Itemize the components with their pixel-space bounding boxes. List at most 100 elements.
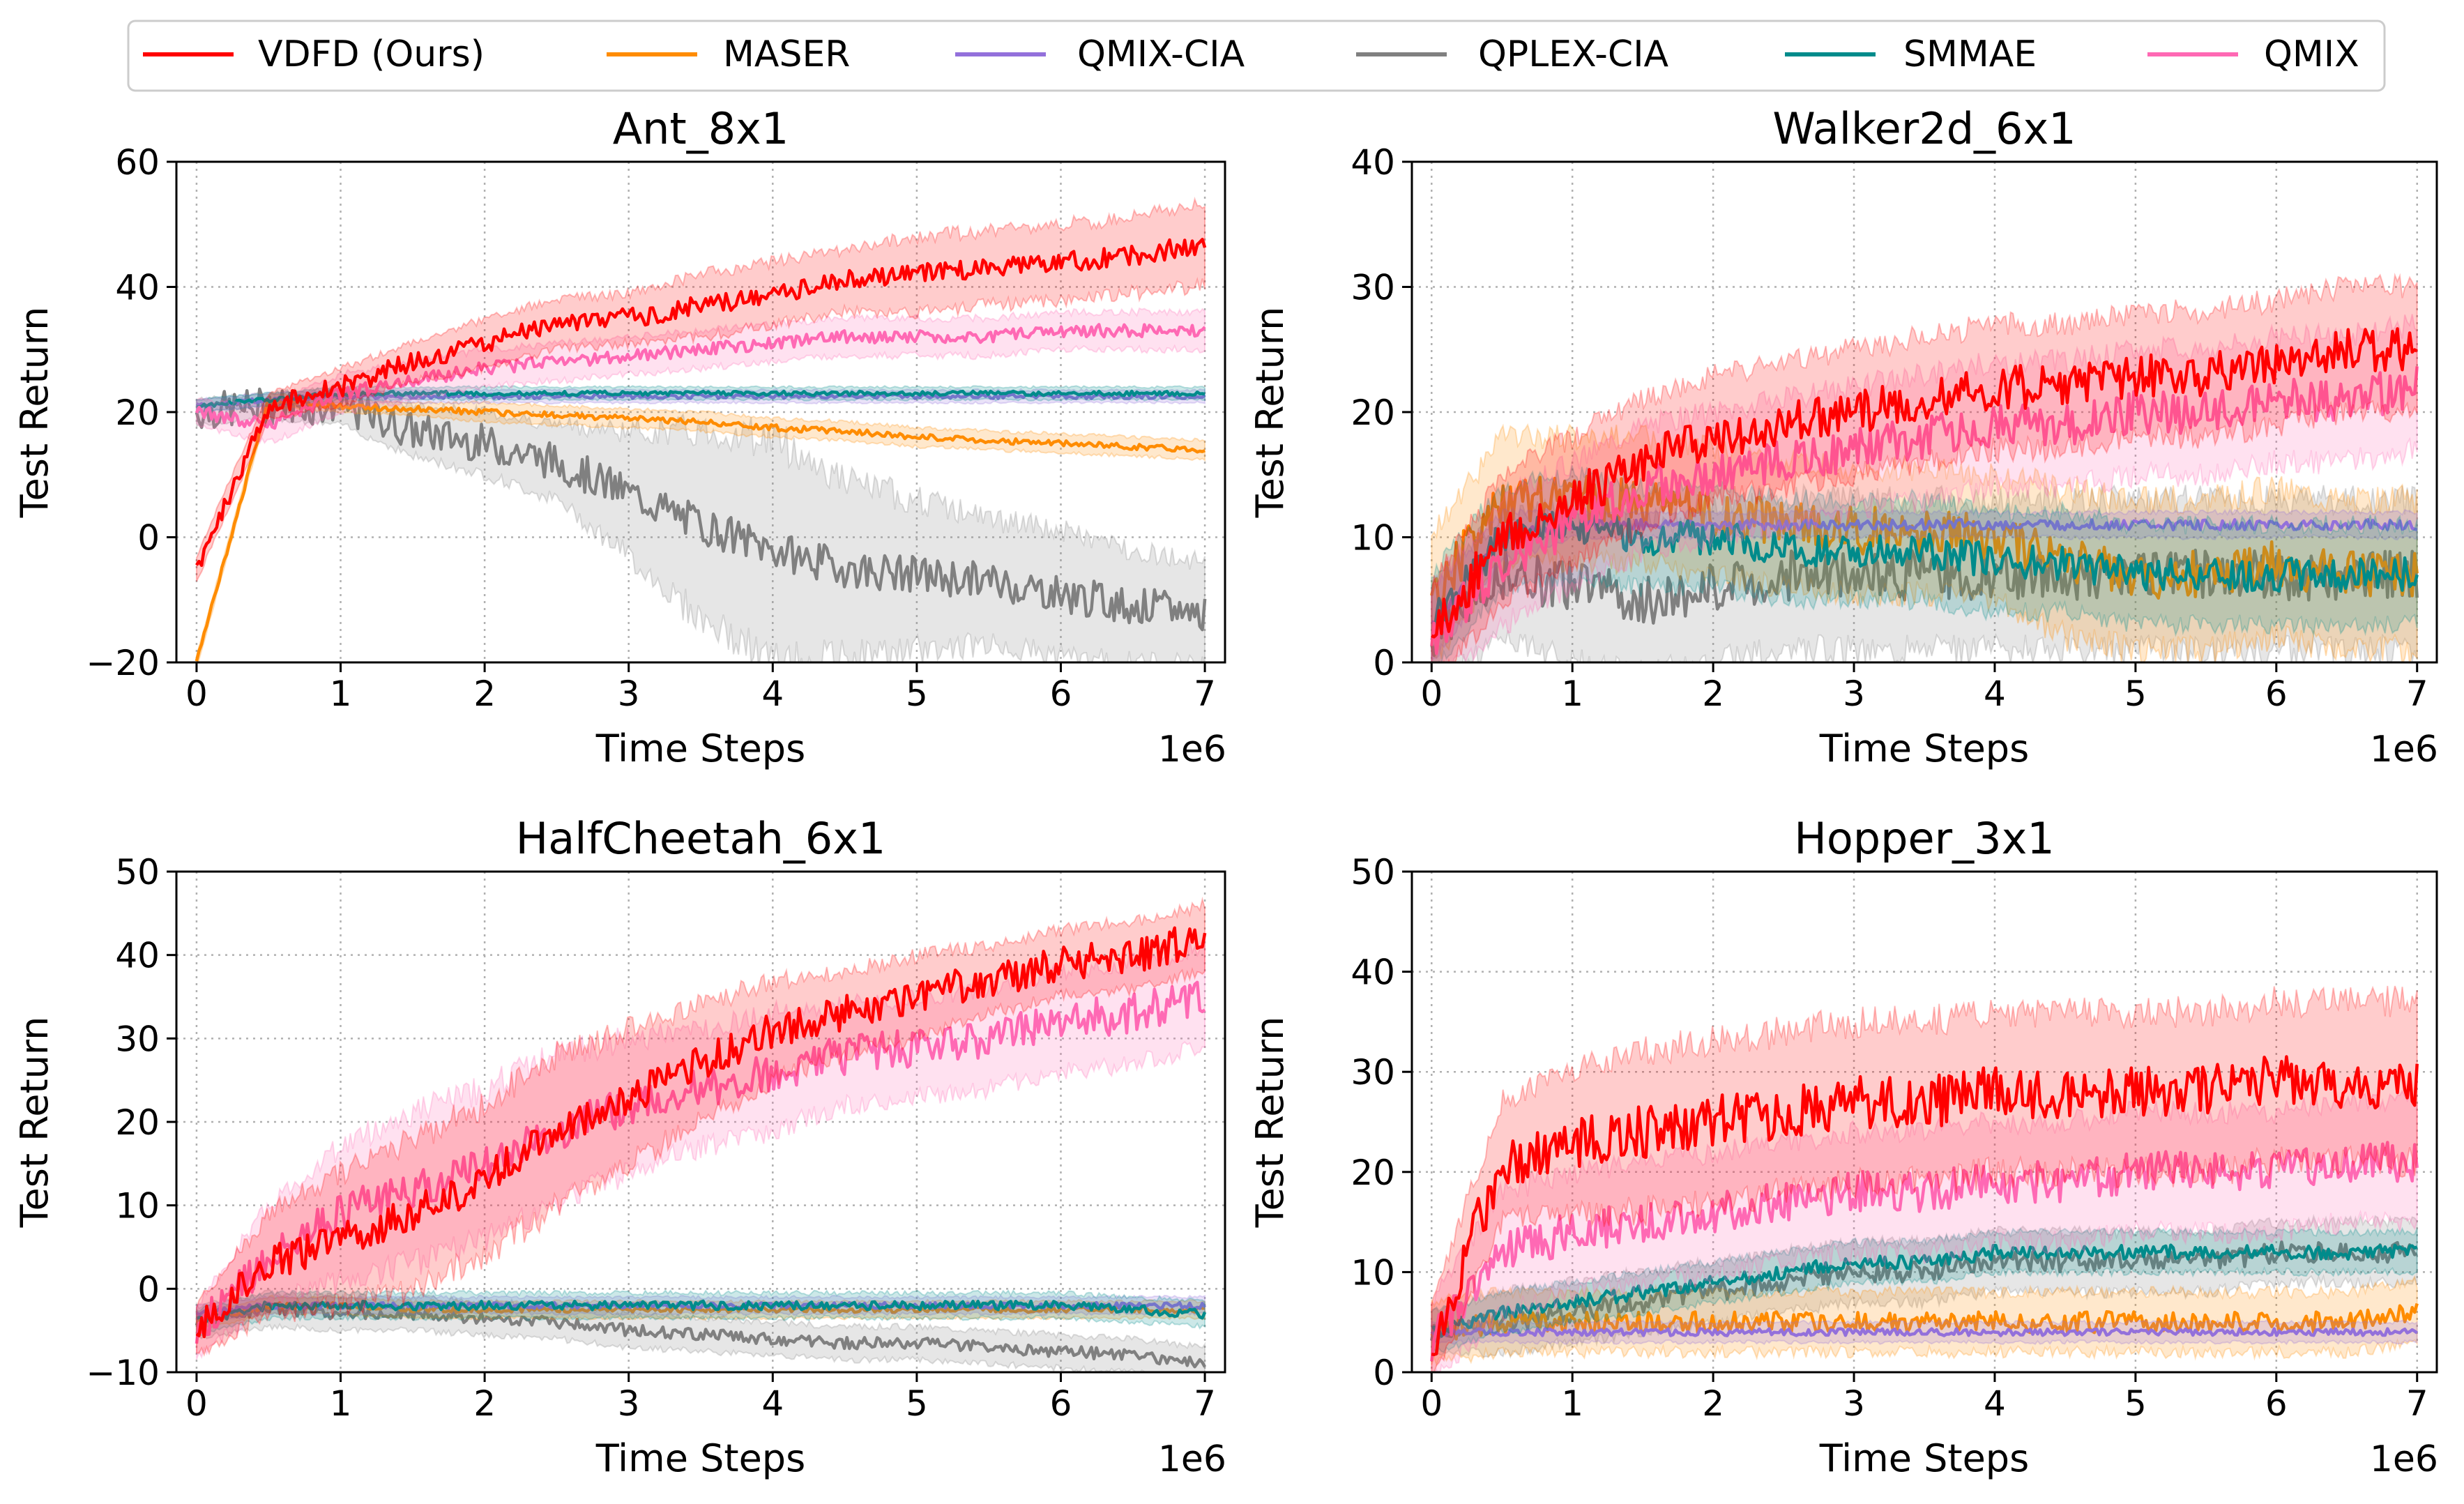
legend-entry-vdfd: VDFD (Ours) [143, 33, 485, 75]
series-qmix-cia [1431, 506, 2418, 662]
line-qmix-cia [1430, 1327, 2419, 1337]
x-axis-multiplier: 1e6 [2370, 729, 2438, 770]
band-qmix-cia [1431, 1319, 2418, 1346]
x-tick-label: 4 [761, 674, 784, 714]
y-tick-label: 30 [1351, 268, 1395, 308]
x-tick-label: 7 [2406, 1383, 2428, 1424]
x-tick-label: 4 [1984, 674, 2006, 714]
x-tick-label: 5 [906, 1383, 928, 1424]
panel-halfcheetah-6x1: 0 1 2 3 4 5 6 7 −10 0 10 20 30 40 50 HalfCheetah_6x1 Tim… [13, 813, 1226, 1480]
y-tick-label: 0 [1373, 643, 1395, 683]
y-tick-label: −10 [86, 1353, 160, 1393]
x-tick-label: 4 [761, 1383, 784, 1424]
chart-title: HalfCheetah_6x1 [516, 813, 886, 864]
series-qmix [195, 939, 1206, 1360]
legend-label-maser: MASER [723, 33, 850, 75]
band-qmix [195, 307, 1206, 445]
y-tick-label: 20 [1351, 393, 1395, 433]
x-tick-label: 5 [906, 674, 928, 714]
y-axis-label: Test Return [1248, 1017, 1292, 1229]
y-tick-label: 50 [115, 852, 160, 892]
line-maser [195, 397, 1206, 662]
series-maser [195, 392, 1206, 662]
line-qplex-cia [195, 1302, 1207, 1369]
line-qmix [195, 323, 1206, 430]
y-tick-label: 20 [115, 393, 160, 433]
line-vdfd-ours [1431, 327, 2418, 639]
legend-entry-qplex-cia: QPLEX-CIA [1356, 33, 1669, 75]
series-smmae [195, 385, 1206, 414]
x-tick-label: 7 [1194, 1383, 1216, 1424]
panel-hopper-3x1: 0 1 2 3 4 5 6 7 0 10 20 30 40 50 Hopper_3x1 Time Steps 1… [1248, 813, 2438, 1480]
series-qmix [1430, 1089, 2419, 1372]
legend-entry-smmae: SMMAE [1785, 33, 2037, 75]
line-qmix [1430, 366, 2419, 655]
legend-label-qmix-cia: QMIX-CIA [1077, 33, 1245, 75]
x-tick-label: 6 [2265, 674, 2288, 714]
y-tick-label: 20 [115, 1102, 160, 1143]
x-axis-multiplier: 1e6 [1158, 1438, 1226, 1480]
y-tick-label: 40 [1351, 952, 1395, 993]
y-tick-label: 30 [115, 1019, 160, 1059]
x-tick-label: 5 [2124, 674, 2147, 714]
y-tick-label: 40 [115, 268, 160, 308]
y-axis-label: Test Return [13, 307, 56, 519]
series-smmae [195, 1289, 1207, 1337]
x-axis-multiplier: 1e6 [1158, 729, 1226, 770]
line-maser [1430, 1302, 2419, 1341]
line-qmix [195, 980, 1206, 1344]
line-smmae [196, 389, 1206, 409]
y-axis-label: Test Return [13, 1017, 56, 1229]
x-tick-label: 2 [1702, 1383, 1724, 1424]
x-tick-label: 6 [1050, 674, 1072, 714]
x-tick-label: 1 [1561, 1383, 1583, 1424]
axes-frame [1410, 870, 2438, 1374]
y-tick-label: 10 [115, 1186, 160, 1226]
band-vdfd-ours [195, 197, 1206, 582]
y-tick-label: 60 [115, 142, 160, 183]
x-tick-label: 2 [1702, 674, 1724, 714]
band-maser [195, 392, 1206, 662]
y-tick-label: 0 [1373, 1353, 1395, 1393]
panel-ant-8x1: 0 1 2 3 4 5 6 7 −20 0 20 40 60 Ant_8x1 Time Steps 1e6 Te… [13, 103, 1226, 770]
x-tick-label: 5 [2124, 1383, 2147, 1424]
x-axis-label: Time Steps [1819, 727, 2029, 770]
x-tick-label: 1 [330, 1383, 352, 1424]
series-vdfd-ours [195, 896, 1207, 1358]
x-tick-label: 3 [1843, 674, 1865, 714]
y-tick-label: 30 [1351, 1052, 1395, 1093]
y-tick-label: 20 [1351, 1153, 1395, 1193]
y-tick-label: −20 [86, 643, 160, 683]
legend-label-qplex-cia: QPLEX-CIA [1478, 33, 1669, 75]
x-tick-label: 0 [185, 1383, 208, 1424]
line-vdfd-ours [195, 238, 1207, 568]
legend-entry-qmix-cia: QMIX-CIA [955, 33, 1245, 75]
series-qmix-cia [1430, 1319, 2419, 1346]
line-vdfd-ours [1431, 1055, 2419, 1357]
y-tick-label: 40 [115, 936, 160, 976]
band-smmae [1431, 1226, 2418, 1357]
x-tick-label: 1 [330, 674, 352, 714]
x-tick-label: 2 [473, 674, 496, 714]
series-maser [1430, 1275, 2419, 1367]
band-qmix [1431, 1089, 2418, 1372]
x-tick-label: 0 [185, 674, 208, 714]
x-axis-label: Time Steps [595, 1436, 805, 1480]
chart-title: Ant_8x1 [613, 103, 789, 154]
series-qmix [1430, 314, 2419, 662]
y-tick-label: 0 [137, 518, 160, 559]
series-vdfd-ours [195, 197, 1207, 582]
y-tick-label: 40 [1351, 142, 1395, 183]
legend-label-vdfd: VDFD (Ours) [258, 33, 485, 75]
x-axis-label: Time Steps [595, 727, 805, 770]
line-smmae [1431, 1243, 2418, 1338]
line-qmix [1430, 1141, 2419, 1362]
x-axis-multiplier: 1e6 [2370, 1438, 2438, 1480]
x-tick-label: 2 [473, 1383, 496, 1424]
x-tick-label: 3 [1843, 1383, 1865, 1424]
x-tick-label: 3 [618, 1383, 640, 1424]
x-tick-label: 6 [2265, 1383, 2288, 1424]
y-tick-label: 50 [1351, 852, 1395, 892]
x-tick-label: 7 [1194, 674, 1216, 714]
